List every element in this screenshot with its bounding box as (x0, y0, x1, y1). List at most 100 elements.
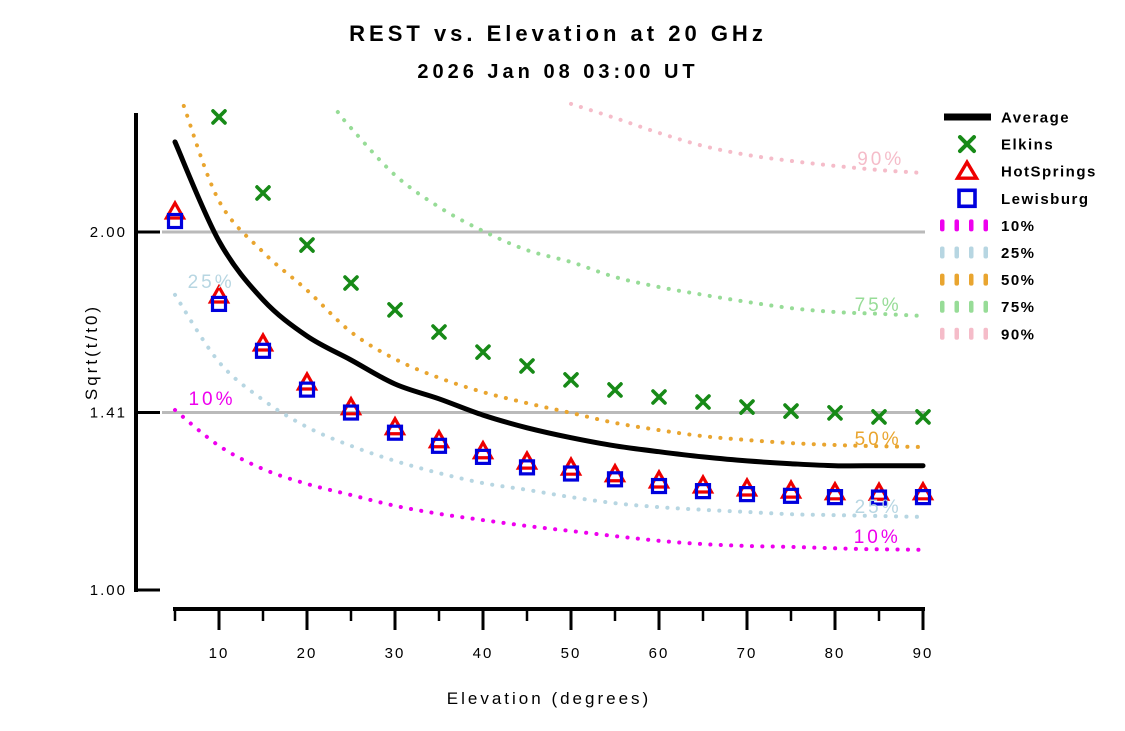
lewisburg-square-marker (914, 489, 932, 506)
legend-dash-swatch (940, 246, 945, 259)
legend-item-label: 90% (1001, 326, 1036, 343)
legend-item-label: Elkins (1001, 137, 1054, 154)
legend-dash-swatch (969, 246, 974, 259)
legend-item-label: Lewisburg (1001, 191, 1090, 208)
legend-dash-swatch (969, 219, 974, 232)
legend-dash-swatch (969, 273, 974, 286)
x-tick-label-40: 40 (473, 645, 494, 662)
curve-label-25: 25% (855, 497, 902, 518)
y-tick-label-2.00: 2.00 (90, 224, 127, 241)
curve-label-10: 10% (854, 527, 901, 548)
x-tick-label-70: 70 (737, 645, 758, 662)
elkins-x-marker (871, 409, 887, 425)
elkins-x-marker (299, 237, 315, 253)
data-curves (172, 101, 926, 552)
legend-item-label: 75% (1001, 299, 1036, 316)
hotsprings-triangle-marker (295, 370, 319, 391)
curve-label-75: 75% (855, 295, 902, 316)
average-curve (172, 139, 926, 469)
legend-item-hotsprings: HotSprings (954, 158, 1097, 181)
elkins-x-marker (695, 394, 711, 410)
legend-dash-swatch (983, 327, 988, 340)
lewisburg-square-marker (298, 381, 316, 398)
legend-dash-swatch (983, 273, 988, 286)
legend-dash-swatch (940, 300, 945, 313)
legend-dash-swatch (954, 219, 959, 232)
legend-dash-swatch (954, 300, 959, 313)
elkins-x-marker (915, 409, 931, 425)
chart-subtitle: 2026 Jan 08 03:00 UT (417, 61, 698, 83)
legend-dash-swatch (940, 327, 945, 340)
legend-x-swatch (958, 135, 976, 154)
lewisburg-square-marker (254, 342, 272, 359)
x-tick-label-90: 90 (913, 645, 934, 662)
elkins-x-marker (431, 324, 447, 340)
legend-item-elkins: Elkins (958, 135, 1054, 154)
lewisburg-square-marker (430, 437, 448, 454)
legend-item-label: Average (1001, 110, 1070, 127)
legend-dash-swatch (954, 327, 959, 340)
y-tick-label-1.41: 1.41 (90, 405, 127, 422)
legend-dash-swatch (954, 246, 959, 259)
elkins-x-marker (211, 109, 227, 125)
percentile-75-curve (335, 110, 925, 318)
y-axis: 2.00 1.41 1.00 (90, 113, 160, 599)
lewisburg-square-marker (606, 471, 624, 488)
legend-square-swatch (957, 188, 977, 209)
chart-title: REST vs. Elevation at 20 GHz (349, 21, 767, 46)
lewisburg-square-marker (694, 483, 712, 500)
elkins-x-marker (607, 382, 623, 398)
curve-label-90: 90% (857, 149, 904, 170)
legend-triangle-swatch (954, 158, 980, 180)
legend-dash-swatch (940, 273, 945, 286)
lewisburg-square-marker (518, 459, 536, 476)
legend-item-label: HotSprings (1001, 164, 1097, 181)
legend-dash-swatch (983, 300, 988, 313)
x-tick-label-80: 80 (825, 645, 846, 662)
reference-lines (162, 230, 925, 415)
y-axis-title: Sqrt(t/t0) (82, 304, 101, 400)
curve-label-10: 10% (188, 389, 235, 410)
elkins-x-marker (255, 185, 271, 201)
x-axis-title: Elevation (degrees) (447, 689, 651, 708)
legend-item-lewisburg: Lewisburg (957, 188, 1090, 209)
x-tick-label-10: 10 (209, 645, 230, 662)
hotsprings-triangle-marker (251, 331, 275, 352)
lewisburg-square-marker (870, 489, 888, 506)
legend-item-25: 25% (940, 245, 1036, 262)
legend-item-label: 50% (1001, 272, 1036, 289)
lewisburg-square-marker (342, 404, 360, 421)
hotsprings-triangle-marker (207, 283, 231, 304)
legend-dash-swatch (969, 300, 974, 313)
lewisburg-square-marker (738, 486, 756, 503)
lewisburg-square-marker (210, 295, 228, 313)
elkins-x-marker (475, 344, 491, 360)
legend-dash-swatch (983, 246, 988, 259)
percentile-90-curve (569, 101, 925, 175)
elkins-x-marker (739, 399, 755, 415)
x-tick-label-60: 60 (649, 645, 670, 662)
y-tick-label-1.00: 1.00 (90, 582, 127, 599)
percentile-25-curve (173, 292, 925, 519)
lewisburg-square-marker (562, 465, 580, 482)
lewisburg-square-marker (650, 477, 668, 495)
x-axis: 10 20 30 40 50 60 70 80 90 (173, 607, 934, 662)
x-tick-label-20: 20 (297, 645, 318, 662)
legend: Average Elkins HotSprings Lewisburg 10% 25% 50… (940, 110, 1097, 343)
legend-item-90: 90% (940, 326, 1036, 343)
percentile-curve-labels: 90% 75% 50% 25% 10% 25% 10% (188, 149, 904, 548)
percentile-10-curve (173, 407, 925, 552)
elkins-x-marker (519, 358, 535, 374)
legend-item-label: 10% (1001, 218, 1036, 235)
elkins-x-marker (563, 372, 579, 388)
legend-item-average: Average (944, 110, 1070, 127)
legend-dash-swatch (983, 219, 988, 232)
lewisburg-square-marker (166, 212, 184, 230)
legend-item-label: 25% (1001, 245, 1036, 262)
data-markers (163, 109, 935, 506)
legend-dash-swatch (940, 219, 945, 232)
elkins-x-marker (387, 302, 403, 318)
hotsprings-triangle-marker (163, 199, 187, 220)
